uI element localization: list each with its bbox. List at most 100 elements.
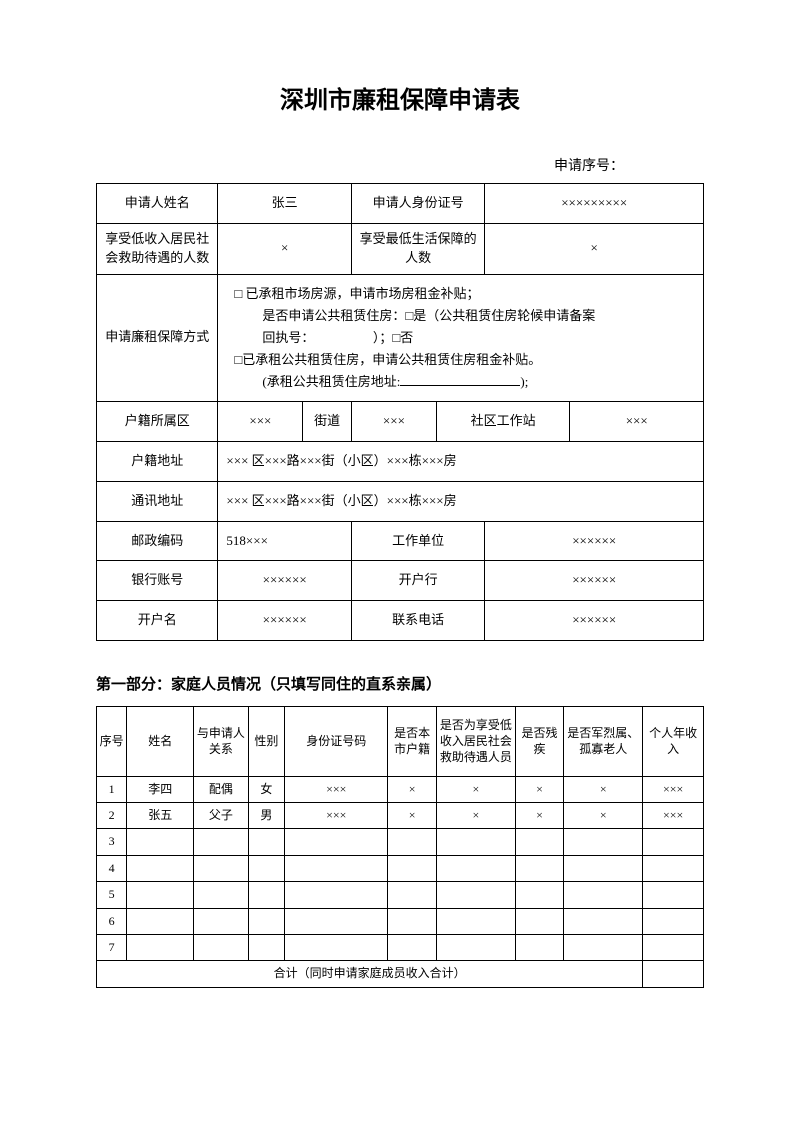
label-workunit: 工作单位 bbox=[351, 521, 485, 561]
family-cell-n: 6 bbox=[97, 908, 127, 934]
label-district: 户籍所属区 bbox=[97, 402, 218, 442]
family-cell-n: 4 bbox=[97, 855, 127, 881]
family-cell-sex bbox=[248, 829, 284, 855]
family-cell-dis: × bbox=[515, 803, 564, 829]
family-cell-mil bbox=[564, 882, 643, 908]
family-cell-rel bbox=[194, 908, 249, 934]
hdr-local: 是否本市户籍 bbox=[388, 707, 437, 777]
method-line1b: 是否申请公共租赁住房：□是（公共租赁住房轮候申请备案 bbox=[234, 305, 695, 327]
label-applicant-name: 申请人姓名 bbox=[97, 184, 218, 224]
family-cell-name: 张五 bbox=[127, 803, 194, 829]
family-cell-id bbox=[285, 934, 388, 960]
family-cell-dis bbox=[515, 908, 564, 934]
family-cell-n: 7 bbox=[97, 934, 127, 960]
total-label: 合计（同时申请家庭成员收入合计） bbox=[97, 961, 643, 987]
family-cell-rel bbox=[194, 934, 249, 960]
family-cell-local bbox=[388, 855, 437, 881]
family-cell-sex: 男 bbox=[248, 803, 284, 829]
value-lowincome-count: × bbox=[218, 223, 352, 274]
family-cell-rel bbox=[194, 882, 249, 908]
family-cell-dis: × bbox=[515, 776, 564, 802]
value-workunit: ×××××× bbox=[485, 521, 704, 561]
family-cell-sex bbox=[248, 882, 284, 908]
label-apply-method: 申请廉租保障方式 bbox=[97, 274, 218, 401]
family-cell-inc bbox=[643, 934, 704, 960]
method-line1c: 回执号： ）；□否 bbox=[234, 327, 695, 349]
family-cell-local bbox=[388, 934, 437, 960]
label-phone: 联系电话 bbox=[351, 601, 485, 641]
method-line2a: □已承租公共租赁住房，申请公共租赁住房租金补贴。 bbox=[234, 352, 541, 367]
family-cell-name bbox=[127, 855, 194, 881]
sequence-label: 申请序号： bbox=[96, 155, 704, 175]
method-line2b: (承租公共租赁住房地址:); bbox=[234, 371, 695, 393]
hdr-sex: 性别 bbox=[248, 707, 284, 777]
family-cell-low: × bbox=[436, 776, 515, 802]
family-cell-low bbox=[436, 855, 515, 881]
family-cell-local: × bbox=[388, 776, 437, 802]
family-cell-sex: 女 bbox=[248, 776, 284, 802]
family-cell-inc bbox=[643, 829, 704, 855]
family-cell-local bbox=[388, 829, 437, 855]
family-cell-mil bbox=[564, 855, 643, 881]
family-cell-id bbox=[285, 829, 388, 855]
label-community: 社区工作站 bbox=[436, 402, 570, 442]
label-bank: 开户行 bbox=[351, 561, 485, 601]
family-cell-name bbox=[127, 882, 194, 908]
value-community: ××× bbox=[570, 402, 704, 442]
label-applicant-id: 申请人身份证号 bbox=[351, 184, 485, 224]
hdr-id: 身份证号码 bbox=[285, 707, 388, 777]
family-cell-dis bbox=[515, 934, 564, 960]
main-table: 申请人姓名 张三 申请人身份证号 ××××××××× 享受低收入居民社会救助待遇… bbox=[96, 183, 704, 641]
label-street: 街道 bbox=[303, 402, 352, 442]
value-minlife-count: × bbox=[485, 223, 704, 274]
family-cell-rel bbox=[194, 829, 249, 855]
family-cell-mil: × bbox=[564, 803, 643, 829]
hdr-inc: 个人年收入 bbox=[643, 707, 704, 777]
value-huji-addr: ××× 区×××路×××街（小区）×××栋×××房 bbox=[218, 441, 704, 481]
value-mail-addr: ××× 区×××路×××街（小区）×××栋×××房 bbox=[218, 481, 704, 521]
family-cell-local bbox=[388, 908, 437, 934]
family-cell-mil bbox=[564, 934, 643, 960]
label-postcode: 邮政编码 bbox=[97, 521, 218, 561]
hdr-name: 姓名 bbox=[127, 707, 194, 777]
page-title: 深圳市廉租保障申请表 bbox=[96, 80, 704, 115]
family-cell-sex bbox=[248, 855, 284, 881]
label-acct-name: 开户名 bbox=[97, 601, 218, 641]
family-cell-mil bbox=[564, 908, 643, 934]
value-apply-method: □ 已承租市场房源，申请市场房租金补贴； 是否申请公共租赁住房：□是（公共租赁住… bbox=[218, 274, 704, 401]
family-cell-id: ××× bbox=[285, 803, 388, 829]
family-cell-low bbox=[436, 829, 515, 855]
family-cell-name bbox=[127, 829, 194, 855]
value-acct-name: ×××××× bbox=[218, 601, 352, 641]
hdr-mil: 是否军烈属、孤寡老人 bbox=[564, 707, 643, 777]
value-street: ××× bbox=[351, 402, 436, 442]
family-cell-local bbox=[388, 882, 437, 908]
family-cell-mil: × bbox=[564, 776, 643, 802]
label-huji-addr: 户籍地址 bbox=[97, 441, 218, 481]
hdr-low: 是否为享受低收入居民社会救助待遇人员 bbox=[436, 707, 515, 777]
family-cell-rel: 配偶 bbox=[194, 776, 249, 802]
value-phone: ×××××× bbox=[485, 601, 704, 641]
label-lowincome-count: 享受低收入居民社会救助待遇的人数 bbox=[97, 223, 218, 274]
family-cell-inc: ××× bbox=[643, 803, 704, 829]
method-line1a: □ 已承租市场房源，申请市场房租金补贴； bbox=[234, 286, 479, 301]
family-cell-dis bbox=[515, 829, 564, 855]
family-cell-low: × bbox=[436, 803, 515, 829]
family-cell-n: 3 bbox=[97, 829, 127, 855]
section1-title: 第一部分：家庭人员情况（只填写同住的直系亲属） bbox=[96, 673, 704, 694]
label-bank-acct: 银行账号 bbox=[97, 561, 218, 601]
family-cell-low bbox=[436, 882, 515, 908]
hdr-dis: 是否残疾 bbox=[515, 707, 564, 777]
family-cell-rel bbox=[194, 855, 249, 881]
family-cell-name bbox=[127, 908, 194, 934]
family-cell-id bbox=[285, 908, 388, 934]
family-cell-n: 2 bbox=[97, 803, 127, 829]
family-cell-n: 1 bbox=[97, 776, 127, 802]
label-minlife-count: 享受最低生活保障的人数 bbox=[351, 223, 485, 274]
value-bank: ×××××× bbox=[485, 561, 704, 601]
value-bank-acct: ×××××× bbox=[218, 561, 352, 601]
family-cell-name bbox=[127, 934, 194, 960]
family-cell-inc bbox=[643, 908, 704, 934]
value-postcode: 518××× bbox=[218, 521, 352, 561]
family-cell-sex bbox=[248, 934, 284, 960]
